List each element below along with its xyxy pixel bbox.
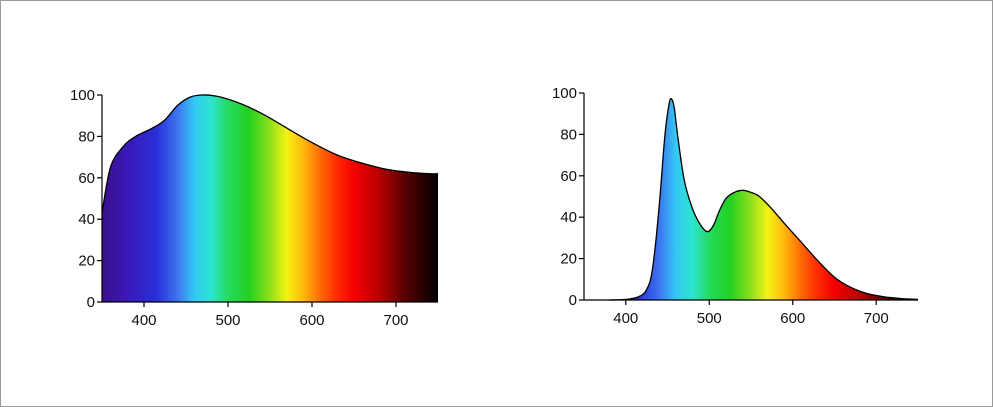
y-tick-label: 0 [87,294,95,311]
x-tick-label: 600 [780,310,805,327]
y-tick-label: 80 [560,126,577,143]
y-tick-label: 60 [78,170,95,187]
y-tick-label: 100 [70,87,95,104]
x-tick-label: 500 [215,312,240,329]
spectrum-area [609,98,918,301]
chart-1: 0 20 40 60 80 100 400 500 600 700 [70,87,439,329]
spectrum-curve-line [608,98,919,301]
x-tick-label: 600 [299,312,324,329]
x-tick-label: 400 [131,312,156,329]
y-tick-label: 20 [78,253,95,270]
y-tick-label: 40 [560,209,577,226]
x-tick-label: 700 [383,312,408,329]
y-tick-label: 100 [552,85,577,102]
y-tick-label: 0 [569,292,577,309]
y-tick-label: 40 [78,211,95,228]
x-tick-label: 400 [613,310,638,327]
chart-2: 0 20 40 60 80 100 400 500 600 700 [552,85,919,327]
x-tick-label: 500 [697,310,722,327]
y-tick-label: 20 [560,251,577,268]
spectrum-area [102,94,438,302]
y-tick-label: 60 [560,168,577,185]
x-tick-label: 700 [864,310,889,327]
y-tick-label: 80 [78,128,95,145]
spectrum-curve-line [101,94,439,214]
